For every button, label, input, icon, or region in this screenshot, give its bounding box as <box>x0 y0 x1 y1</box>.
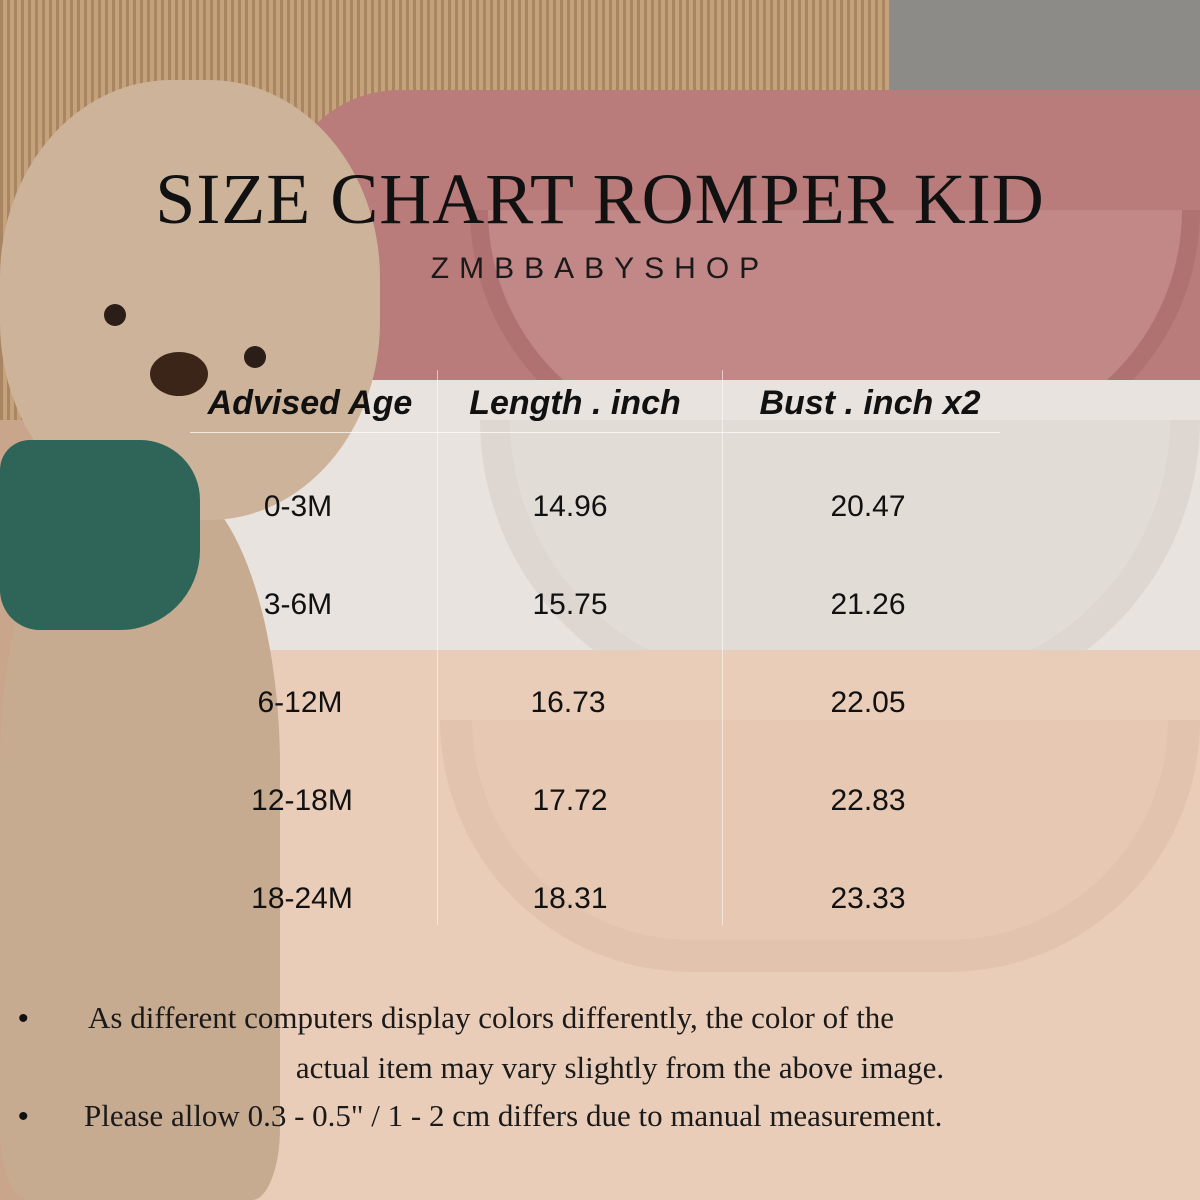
note-color-line1: As different computers display colors di… <box>88 1000 895 1035</box>
length-cell: 16.73 <box>530 686 606 719</box>
bear-scarf <box>0 440 200 630</box>
note-color-line2: actual item may vary slightly from the a… <box>295 1050 945 1085</box>
length-cell: 14.96 <box>532 490 608 523</box>
length-cell: 17.72 <box>532 784 608 817</box>
table-divider <box>722 370 723 925</box>
bust-cell: 23.33 <box>830 882 906 915</box>
bust-cell: 20.47 <box>830 490 906 523</box>
bear-eye-icon <box>104 304 126 326</box>
bear-nose <box>150 352 208 396</box>
shop-name: ZMBBABYSHOP <box>430 252 770 285</box>
header-length: Length . inch <box>469 384 681 422</box>
bear-eye-icon <box>244 346 266 368</box>
length-cell: 15.75 <box>532 588 608 621</box>
note-measurement: Please allow 0.3 - 0.5" / 1 - 2 cm diffe… <box>84 1098 943 1133</box>
age-cell: 18-24M <box>251 882 353 915</box>
table-divider <box>437 370 438 925</box>
header-age: Advised Age <box>207 384 413 422</box>
page-title: SIZE CHART ROMPER KID <box>155 159 1045 239</box>
age-cell: 0-3M <box>263 490 333 523</box>
age-cell: 6-12M <box>257 686 343 719</box>
bust-cell: 22.05 <box>830 686 906 719</box>
header-bust: Bust . inch x2 <box>759 384 981 422</box>
bullet-icon: • <box>18 1002 29 1035</box>
bust-cell: 22.83 <box>830 784 906 817</box>
bust-cell: 21.26 <box>830 588 906 621</box>
header-divider <box>190 432 1000 433</box>
length-cell: 18.31 <box>532 882 608 915</box>
age-cell: 12-18M <box>251 784 353 817</box>
bullet-icon: • <box>18 1100 29 1133</box>
age-cell: 3-6M <box>263 588 333 621</box>
